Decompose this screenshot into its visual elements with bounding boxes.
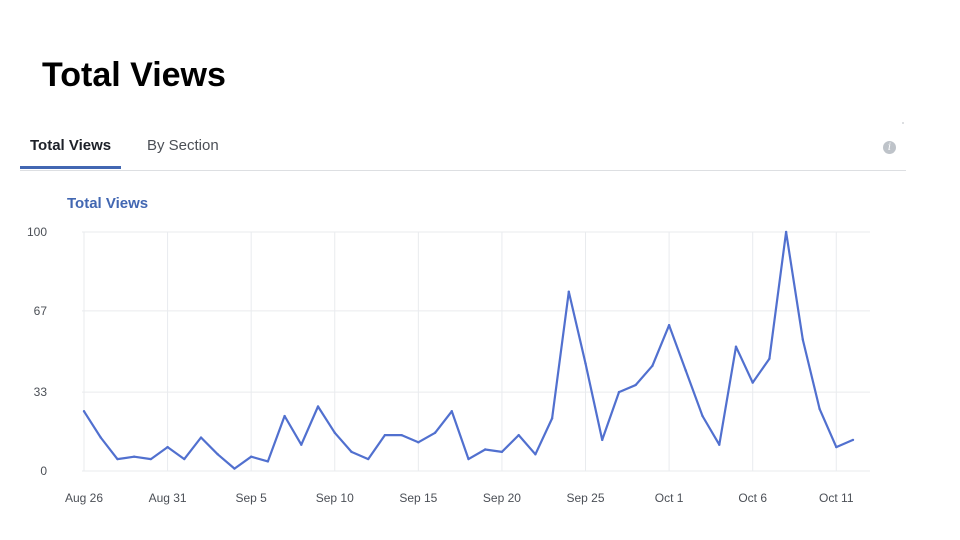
data-point	[467, 457, 470, 461]
data-point	[316, 405, 320, 408]
data-point	[400, 433, 403, 437]
data-point	[333, 431, 336, 434]
data-point	[383, 433, 387, 437]
data-point	[818, 407, 821, 411]
divider-dot	[902, 122, 904, 124]
data-point	[701, 414, 704, 418]
data-point	[366, 457, 370, 461]
tab-total-views[interactable]: Total Views	[30, 137, 112, 154]
data-point	[233, 467, 236, 470]
data-point	[634, 383, 637, 387]
data-point	[417, 441, 420, 444]
data-point	[450, 410, 453, 413]
tab-by-section[interactable]: By Section	[147, 137, 219, 154]
data-point	[350, 450, 353, 454]
y-tick-label: 100	[27, 225, 47, 239]
data-point	[266, 460, 270, 463]
active-tab-indicator	[20, 166, 121, 169]
info-icon[interactable]: i	[883, 141, 896, 154]
data-point	[149, 457, 153, 461]
data-point	[651, 364, 654, 368]
x-tick-label: Sep 25	[566, 491, 604, 505]
chart-heading: Total Views	[67, 195, 149, 212]
data-point	[617, 390, 621, 394]
y-tick-label: 33	[34, 385, 48, 399]
data-point	[567, 290, 571, 293]
data-point	[734, 345, 738, 348]
data-point	[517, 433, 520, 437]
x-tick-label: Sep 20	[483, 491, 521, 505]
y-tick-label: 0	[40, 464, 47, 478]
tab-bar: Total Views By Section i	[20, 122, 906, 171]
data-point	[550, 417, 554, 420]
data-point	[166, 445, 169, 449]
x-tick-label: Aug 31	[149, 491, 187, 505]
x-tick-label: Aug 26	[65, 491, 103, 505]
data-point	[116, 457, 119, 461]
data-point	[534, 453, 537, 456]
page-title: Total Views	[42, 56, 226, 94]
data-point	[249, 455, 253, 458]
data-point	[584, 362, 587, 365]
data-point	[484, 448, 487, 451]
x-tick-label: Sep 5	[235, 491, 267, 505]
views-series-line	[83, 230, 854, 470]
x-tick-label: Oct 6	[738, 491, 767, 505]
y-tick-label: 67	[34, 304, 48, 318]
x-tick-label: Oct 1	[655, 491, 684, 505]
data-point	[433, 431, 437, 434]
data-point	[851, 438, 855, 442]
data-point	[99, 436, 102, 439]
data-point	[216, 453, 219, 456]
data-point	[667, 324, 671, 327]
data-point	[601, 438, 604, 442]
data-point	[718, 443, 721, 446]
data-point	[801, 338, 805, 341]
data-point	[500, 450, 504, 454]
x-tick-label: Sep 15	[399, 491, 437, 505]
data-point	[684, 369, 688, 372]
x-tick-label: Sep 10	[316, 491, 354, 505]
data-point	[283, 414, 286, 418]
data-point	[768, 357, 771, 360]
data-point	[82, 410, 86, 413]
data-point	[132, 455, 136, 458]
data-point	[199, 436, 203, 439]
data-point	[835, 445, 838, 449]
data-point	[784, 230, 788, 234]
data-point	[300, 443, 303, 446]
x-tick-label: Oct 11	[819, 491, 854, 505]
data-point	[183, 457, 186, 461]
data-point	[751, 381, 754, 384]
